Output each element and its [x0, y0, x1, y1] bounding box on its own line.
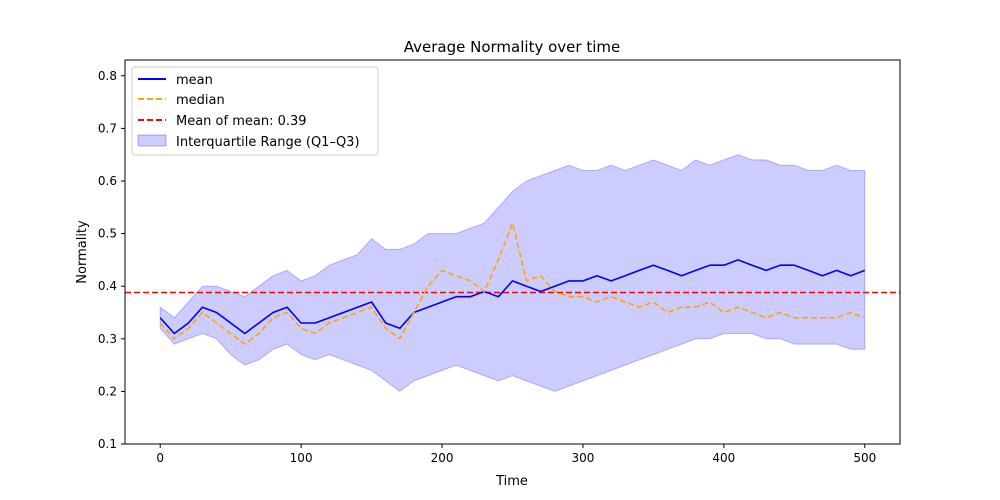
x-tick-label: 200 — [431, 451, 454, 465]
y-axis-title: Normality — [75, 220, 90, 284]
y-tick-label: 0.6 — [98, 174, 117, 188]
y-tick-label: 0.2 — [98, 384, 117, 398]
legend-label-median: median — [176, 93, 225, 108]
y-tick-label: 0.1 — [98, 437, 117, 451]
x-tick-label: 500 — [853, 451, 876, 465]
legend-swatch-iqr — [137, 134, 167, 147]
series-line-mean — [159, 259, 866, 335]
x-tick-label: 100 — [290, 451, 313, 465]
iqr-band — [159, 154, 866, 393]
legend-label-reference: Mean of mean: 0.39 — [176, 114, 307, 129]
series-line-median — [159, 222, 866, 345]
legend-box — [131, 66, 379, 156]
y-tick-label: 0.4 — [98, 279, 117, 293]
x-tick-label: 0 — [156, 451, 164, 465]
y-tick-label: 0.3 — [98, 332, 117, 346]
legend-label-mean: mean — [176, 73, 213, 88]
y-tick-label: 0.5 — [98, 227, 117, 241]
chart-title: Average Normality over time — [404, 38, 620, 56]
legend: mean median Mean of mean: 0.39 Interquar… — [131, 66, 379, 156]
x-axis-title: Time — [495, 474, 528, 489]
plot-frame — [124, 59, 901, 445]
legend-label-iqr: Interquartile Range (Q1–Q3) — [176, 135, 360, 150]
x-tick-label: 300 — [572, 451, 595, 465]
y-tick-label: 0.8 — [98, 69, 117, 83]
y-tick-label: 0.7 — [98, 121, 117, 135]
x-tick-label: 400 — [712, 451, 735, 465]
